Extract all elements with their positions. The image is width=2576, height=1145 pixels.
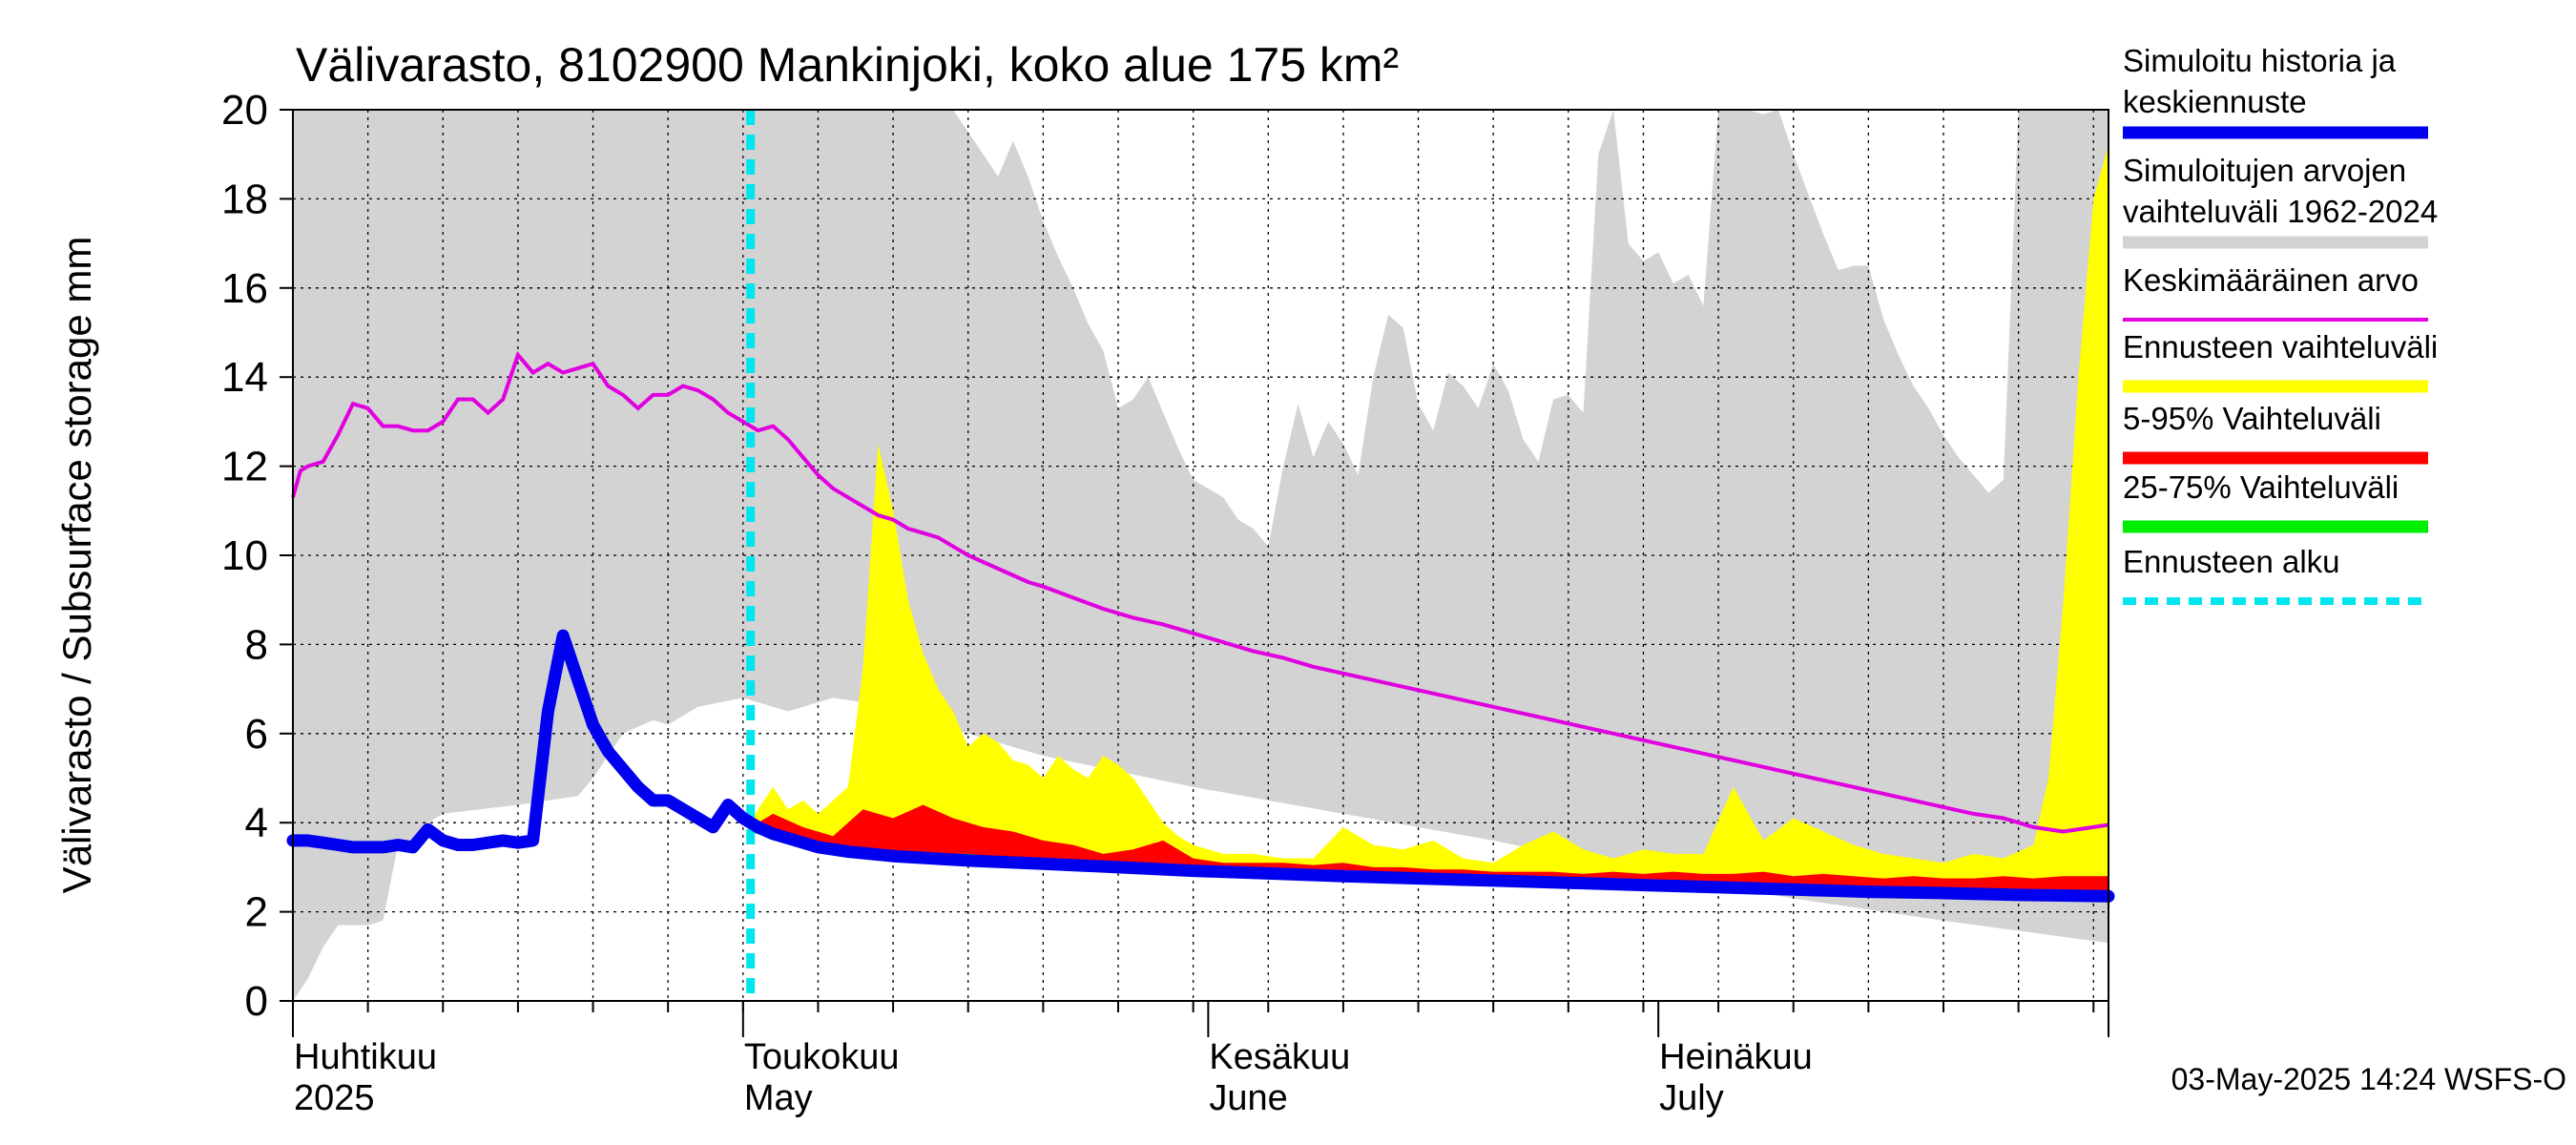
month-label: Huhtikuu <box>294 1037 437 1077</box>
band-5-95 <box>750 804 2109 899</box>
legend: Simuloitu historia ja keskiennuste Simuloi… <box>2123 43 2438 605</box>
y-tick-label: 6 <box>245 711 268 758</box>
y-tick-label: 10 <box>221 532 268 579</box>
y-tick-label: 18 <box>221 176 268 222</box>
simulated-history-line <box>286 629 2115 903</box>
month-label: Toukokuu <box>744 1037 900 1077</box>
y-tick-label: 0 <box>245 978 268 1025</box>
y-axis-label: Välivarasto / Subsurface storage mm <box>54 237 99 894</box>
legend-text: 5-95% Vaihteluväli <box>2123 401 2381 436</box>
plot-area <box>286 109 2115 1002</box>
legend-text: Ennusteen alku <box>2123 544 2340 579</box>
mean-line <box>291 350 2109 834</box>
legend-text: Simuloitu historia ja <box>2123 43 2397 78</box>
legend-text: Ennusteen vaihteluväli <box>2123 329 2438 364</box>
month-label-en: May <box>744 1078 813 1118</box>
legend-text: Keskimääräinen arvo <box>2123 262 2419 298</box>
y-tick-label: 8 <box>245 621 268 668</box>
y-tick-label: 4 <box>245 800 268 846</box>
month-label: Kesäkuu <box>1209 1037 1350 1077</box>
month-label-en: July <box>1659 1078 1724 1118</box>
legend-text: keskiennuste <box>2123 84 2307 119</box>
y-tick-label: 2 <box>245 889 268 936</box>
month-label-en: June <box>1209 1078 1287 1118</box>
historical-range-band <box>293 110 2109 1001</box>
month-label-en: 2025 <box>294 1078 375 1118</box>
chart-title: Välivarasto, 8102900 Mankinjoki, koko al… <box>296 38 1399 92</box>
legend-text: vaihteluväli 1962-2024 <box>2123 194 2438 229</box>
y-tick-label: 14 <box>221 354 268 401</box>
timestamp-footer: 03-May-2025 14:24 WSFS-O <box>2171 1062 2566 1096</box>
y-axis: 0 2 4 6 8 10 12 14 16 18 20 <box>221 87 293 1025</box>
legend-text: Simuloitujen arvojen <box>2123 153 2406 188</box>
y-tick-label: 12 <box>221 444 268 490</box>
legend-text: 25-75% Vaihteluväli <box>2123 469 2399 505</box>
y-tick-label: 16 <box>221 265 268 312</box>
month-label: Heinäkuu <box>1659 1037 1813 1077</box>
y-tick-label: 20 <box>221 87 268 134</box>
